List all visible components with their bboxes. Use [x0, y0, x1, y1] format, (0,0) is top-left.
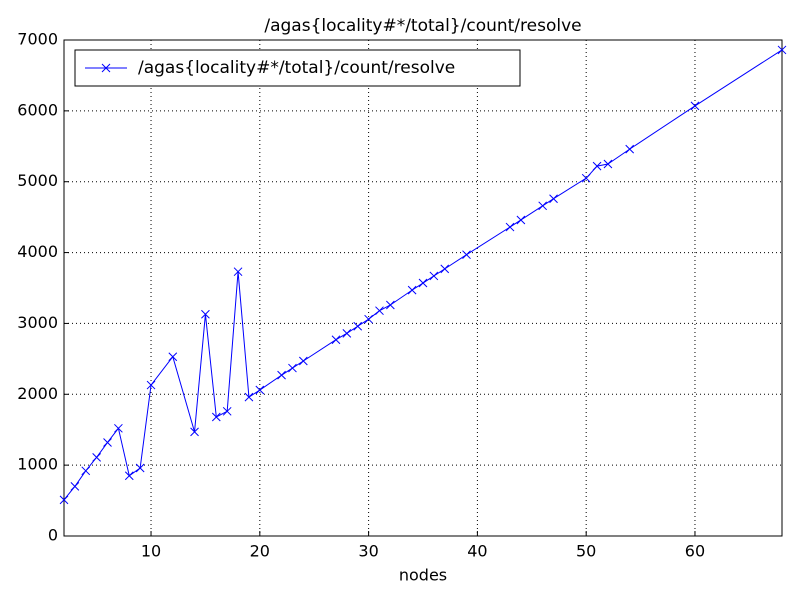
data-point [429, 271, 439, 281]
data-point [288, 363, 297, 373]
x-axis-label: nodes [399, 566, 447, 585]
data-point [538, 201, 548, 211]
data-point [418, 278, 428, 288]
data-point [124, 471, 134, 481]
data-point [103, 438, 112, 447]
data-point [625, 144, 635, 154]
data-point [549, 194, 558, 204]
data-point [505, 222, 515, 232]
data-point [168, 352, 178, 362]
chart-title: /agas{locality#*/total}/count/resolve [264, 16, 581, 36]
legend-marker [101, 63, 111, 73]
data-point [70, 482, 80, 491]
data-point [690, 101, 700, 111]
legend-box [74, 49, 521, 87]
data-point [353, 321, 363, 331]
data-point [386, 300, 395, 310]
data-point [516, 215, 526, 225]
y-tick-label: 7000 [17, 30, 58, 49]
data-point [342, 328, 352, 338]
x-tick-label: 60 [685, 542, 705, 561]
data-point [407, 285, 417, 295]
y-tick-label: 2000 [17, 384, 58, 403]
y-tick-label: 0 [48, 526, 58, 545]
data-point [201, 309, 210, 319]
data-point [777, 45, 787, 55]
x-tick-label: 40 [467, 542, 487, 561]
x-tick-label: 10 [141, 542, 161, 561]
x-tick-label: 20 [250, 542, 270, 561]
data-point [603, 159, 613, 169]
y-tick-label: 6000 [17, 100, 58, 119]
x-tick-label: 30 [358, 542, 378, 561]
data-point [462, 250, 471, 260]
legend-label: /agas{locality#*/total}/count/resolve [138, 58, 455, 78]
data-point [331, 335, 341, 345]
data-point [135, 463, 145, 473]
data-point [114, 423, 123, 433]
y-tick-label: 1000 [17, 455, 58, 474]
data-point [592, 161, 602, 171]
data-point [244, 392, 254, 402]
y-tick-label: 5000 [17, 171, 58, 190]
data-point [92, 452, 101, 462]
y-tick-label: 3000 [17, 313, 58, 332]
data-point [298, 356, 308, 366]
data-point [81, 466, 91, 476]
data-point [375, 306, 384, 316]
data-point [364, 314, 373, 324]
data-point [255, 385, 265, 395]
data-point [277, 370, 286, 380]
data-point [440, 264, 450, 274]
x-tick-label: 50 [576, 542, 596, 561]
data-point [59, 495, 69, 505]
plot-frame [63, 39, 783, 537]
data-point [233, 267, 243, 277]
data-point [146, 380, 156, 390]
data-point [211, 412, 221, 422]
y-tick-label: 4000 [17, 242, 58, 261]
data-point [222, 406, 232, 416]
data-point [581, 173, 591, 183]
data-point [190, 427, 199, 437]
